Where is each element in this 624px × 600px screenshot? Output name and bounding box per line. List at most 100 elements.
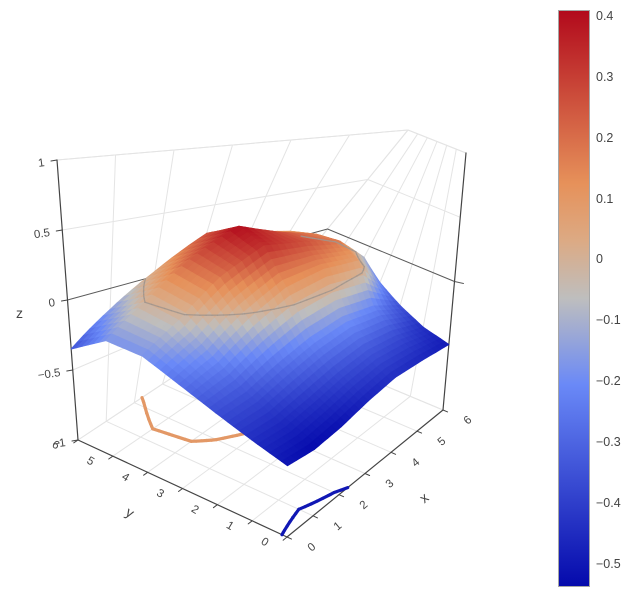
surface-contour xyxy=(273,307,280,310)
grid-line xyxy=(56,129,409,161)
surface-contour xyxy=(293,301,302,306)
x-axis-title: x xyxy=(416,489,432,506)
y-tick xyxy=(178,488,183,492)
projected-contour xyxy=(214,436,226,442)
z-tick-label: 0.5 xyxy=(33,227,51,241)
x-tick xyxy=(390,451,397,455)
projected-contour xyxy=(167,432,174,437)
surface-contour xyxy=(323,239,331,242)
y-tick-label: 6 xyxy=(50,439,62,453)
surface-contour xyxy=(356,272,363,277)
surface-contour xyxy=(233,313,243,316)
x-tick xyxy=(286,536,292,540)
colorbar-tick-label: −0.4 xyxy=(596,495,621,510)
surface-contour xyxy=(299,299,308,303)
surface-contour xyxy=(341,280,348,286)
surface-contour xyxy=(256,310,263,313)
z-tick-label: 0 xyxy=(48,297,56,310)
z-zeroline xyxy=(327,228,455,282)
x-tick xyxy=(416,430,423,434)
surface-contour xyxy=(252,311,258,314)
surface-contour xyxy=(144,301,153,306)
surface-contour xyxy=(143,282,146,288)
x-tick-label: 0 xyxy=(306,541,319,554)
surface-contour xyxy=(313,237,320,240)
y-tick xyxy=(247,520,253,525)
y-tick xyxy=(108,455,114,460)
colorbar-tick-label: −0.5 xyxy=(596,556,621,571)
x-tick-label: 6 xyxy=(462,414,475,427)
surface-mesh-cell xyxy=(281,458,293,467)
z-tick xyxy=(55,229,63,232)
box-edge xyxy=(442,152,467,411)
surface-contour xyxy=(312,294,320,299)
z-axis-title: z xyxy=(16,305,23,321)
z-tick xyxy=(50,159,58,162)
colorbar-tick-label: 0.2 xyxy=(596,130,614,145)
surface-contour xyxy=(336,283,343,289)
grid-line xyxy=(251,395,411,522)
colorbar-tick-label: −0.3 xyxy=(596,435,621,449)
y-tick-label: 1 xyxy=(224,519,236,533)
x-tick-label: 2 xyxy=(358,499,371,512)
z-tick xyxy=(66,369,74,372)
surface-contour xyxy=(143,278,147,283)
surface-contour xyxy=(317,238,325,241)
surface-contour xyxy=(270,308,275,311)
projected-contour xyxy=(303,503,310,509)
grid-line xyxy=(407,129,467,154)
surface-contour xyxy=(150,303,159,308)
surface-mesh xyxy=(70,225,450,467)
y-tick-label: 4 xyxy=(119,471,131,485)
surface-contour xyxy=(318,292,327,296)
surface-contour xyxy=(164,307,172,312)
colorbar-tick-label: 0.1 xyxy=(596,191,614,206)
projected-contour xyxy=(339,486,350,492)
surface-contour xyxy=(243,311,255,315)
z-tick-label: −0.5 xyxy=(37,367,61,382)
colorbar-tick-label: 0 xyxy=(596,252,603,267)
surface-contour xyxy=(331,286,338,291)
y-tick-label: 3 xyxy=(154,487,166,501)
surface-contour xyxy=(286,304,294,308)
surface-contour xyxy=(278,305,288,309)
z-zeroline-tick xyxy=(454,281,464,284)
z-tick-label: 1 xyxy=(37,157,45,170)
projected-contour xyxy=(140,396,145,404)
y-tick-label: 0 xyxy=(259,536,271,550)
y-tick xyxy=(212,504,218,509)
colorbar-tick-label: −0.1 xyxy=(596,313,621,328)
x-tick xyxy=(364,473,371,476)
colorbar-tick-label: 0.4 xyxy=(596,9,614,24)
surface-contour xyxy=(324,289,333,294)
surface-contour xyxy=(170,309,179,314)
surface-contour xyxy=(306,296,314,301)
projected-contour xyxy=(231,433,239,438)
surface-contour xyxy=(300,235,308,238)
surface-contour xyxy=(306,236,314,239)
x-tick-label: 5 xyxy=(436,435,449,448)
surface-contour xyxy=(329,240,335,243)
x-tick-label: 1 xyxy=(332,520,345,533)
surface-contour xyxy=(351,275,358,280)
y-tick xyxy=(143,471,149,476)
z-tick xyxy=(71,439,79,442)
y-tick xyxy=(282,536,288,541)
y-axis-title: y xyxy=(123,504,137,521)
y-tick-label: 2 xyxy=(189,503,201,517)
surface-contour xyxy=(177,311,185,316)
x-tick xyxy=(338,494,345,498)
surface-contour xyxy=(157,305,166,310)
colorbar-tick-label: −0.2 xyxy=(596,374,621,389)
surface-contour xyxy=(261,309,272,312)
x-tick xyxy=(442,409,449,413)
colorbar-tick-label: 0.3 xyxy=(596,69,614,84)
z-tick-label: −1 xyxy=(52,437,67,451)
z-tick xyxy=(61,299,68,302)
x-tick-label: 3 xyxy=(384,478,397,491)
colorbar-gradient xyxy=(558,10,590,587)
projected-contour xyxy=(326,492,333,497)
grid-line xyxy=(367,179,461,218)
